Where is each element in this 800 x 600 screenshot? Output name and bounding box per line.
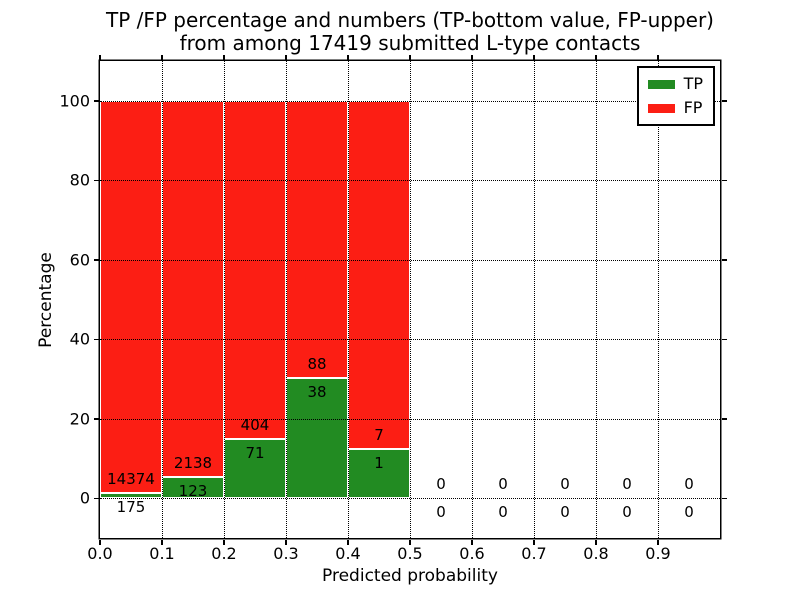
x-tick-mark-top bbox=[595, 54, 597, 60]
tp-count-label: 1 bbox=[374, 453, 384, 472]
x-tick-mark-top bbox=[285, 54, 287, 60]
fp-count-label: 0 bbox=[436, 475, 446, 494]
tp-count-label: 0 bbox=[560, 503, 570, 522]
tp-count-label: 0 bbox=[436, 503, 446, 522]
y-tick-mark bbox=[93, 497, 99, 499]
chart-title-line2: from among 17419 submitted L-type contac… bbox=[179, 30, 641, 55]
y-tick-label: 40 bbox=[69, 329, 90, 349]
gridline-v bbox=[348, 61, 349, 538]
x-tick-label: 0.5 bbox=[397, 544, 423, 563]
x-tick-mark-top bbox=[657, 54, 659, 60]
gridline-v bbox=[472, 61, 473, 538]
tp-count-label: 0 bbox=[684, 503, 694, 522]
y-tick-mark bbox=[93, 100, 99, 102]
x-tick-mark bbox=[595, 539, 597, 545]
x-tick-label: 0.9 bbox=[645, 544, 671, 563]
bar-fp bbox=[348, 100, 410, 449]
y-tick-mark bbox=[93, 179, 99, 181]
x-tick-label: 0.1 bbox=[149, 544, 175, 563]
x-tick-label: 0.4 bbox=[335, 544, 361, 563]
y-tick-mark-right bbox=[721, 497, 727, 499]
x-tick-mark-top bbox=[347, 54, 349, 60]
x-tick-mark bbox=[161, 539, 163, 545]
x-tick-mark-top bbox=[409, 54, 411, 60]
fp-count-label: 2138 bbox=[173, 453, 213, 472]
x-tick-mark-top bbox=[161, 54, 163, 60]
bar-fp bbox=[224, 100, 286, 439]
bar-fp bbox=[162, 100, 224, 477]
fp-count-label: 0 bbox=[498, 475, 508, 494]
x-tick-mark bbox=[409, 539, 411, 545]
x-tick-mark-top bbox=[533, 54, 535, 60]
y-tick-mark bbox=[93, 259, 99, 261]
gridline-v bbox=[224, 61, 225, 538]
y-tick-label: 100 bbox=[59, 91, 90, 111]
x-tick-label: 0.3 bbox=[273, 544, 299, 563]
gridline-v bbox=[162, 61, 163, 538]
x-tick-label: 0.7 bbox=[521, 544, 547, 563]
x-tick-label: 0.8 bbox=[583, 544, 609, 563]
x-tick-label: 0.2 bbox=[211, 544, 237, 563]
bar-tp bbox=[100, 493, 162, 499]
legend-entry-tp: TP bbox=[647, 74, 703, 93]
gridline-v bbox=[534, 61, 535, 538]
x-tick-mark bbox=[285, 539, 287, 545]
x-tick-mark bbox=[347, 539, 349, 545]
tp-count-label: 71 bbox=[245, 443, 265, 462]
x-tick-label: 0.0 bbox=[87, 544, 113, 563]
x-tick-mark bbox=[657, 539, 659, 545]
tp-count-label: 123 bbox=[178, 481, 208, 500]
legend-entry-fp: FP bbox=[647, 98, 703, 117]
x-tick-mark bbox=[223, 539, 225, 545]
plot-area: TP FP 0.0 0.1 0.2 0.3 0.4 0.5 0.6 0.7 0.8 0.9 0 20 4… bbox=[59, 54, 727, 563]
tp-count-label: 0 bbox=[498, 503, 508, 522]
bar-fp bbox=[286, 100, 348, 379]
y-tick-mark-right bbox=[721, 100, 727, 102]
y-tick-mark bbox=[93, 338, 99, 340]
y-tick-label: 0 bbox=[79, 488, 90, 508]
y-tick-label: 80 bbox=[69, 170, 90, 190]
x-axis-label: Predicted probability bbox=[322, 566, 498, 586]
y-tick-mark-right bbox=[721, 338, 727, 340]
tp-count-label: 38 bbox=[307, 383, 327, 402]
fp-count-label: 404 bbox=[240, 415, 270, 434]
gridline-v bbox=[596, 61, 597, 538]
y-tick-mark-right bbox=[721, 259, 727, 261]
y-tick-mark-right bbox=[721, 179, 727, 181]
tp-color-swatch bbox=[647, 79, 675, 89]
fp-count-label: 0 bbox=[684, 475, 694, 494]
x-tick-mark bbox=[533, 539, 535, 545]
fp-count-label: 88 bbox=[307, 355, 327, 374]
fp-count-label: 0 bbox=[622, 475, 632, 494]
y-tick-mark-right bbox=[721, 418, 727, 420]
x-tick-mark-top bbox=[471, 54, 473, 60]
bar-tp bbox=[224, 438, 286, 499]
y-tick-label: 20 bbox=[69, 409, 90, 429]
chart-title-line1: TP /FP percentage and numbers (TP-bottom… bbox=[106, 8, 714, 32]
legend-label-tp: TP bbox=[683, 74, 703, 93]
fp-count-label: 14374 bbox=[107, 470, 155, 489]
y-tick-mark bbox=[93, 418, 99, 420]
x-tick-mark bbox=[471, 539, 473, 545]
bar-tp bbox=[286, 378, 348, 499]
x-tick-mark-top bbox=[223, 54, 225, 60]
gridline-v bbox=[286, 61, 287, 538]
chart-title: TP /FP percentage and numbers (TP-bottom… bbox=[100, 9, 720, 54]
gridline-v bbox=[410, 61, 411, 538]
legend: TP FP bbox=[636, 66, 715, 126]
tp-count-label: 0 bbox=[622, 503, 632, 522]
x-tick-label: 0.6 bbox=[459, 544, 485, 563]
fp-count-label: 0 bbox=[560, 475, 570, 494]
legend-label-fp: FP bbox=[683, 98, 703, 117]
tp-count-label: 175 bbox=[116, 498, 146, 517]
fp-color-swatch bbox=[647, 103, 675, 113]
y-tick-label: 60 bbox=[69, 250, 90, 270]
gridline-v bbox=[658, 61, 659, 538]
fp-count-label: 7 bbox=[374, 425, 384, 444]
x-tick-mark-top bbox=[99, 54, 101, 60]
bar-fp bbox=[100, 100, 162, 494]
x-tick-mark bbox=[99, 539, 101, 545]
